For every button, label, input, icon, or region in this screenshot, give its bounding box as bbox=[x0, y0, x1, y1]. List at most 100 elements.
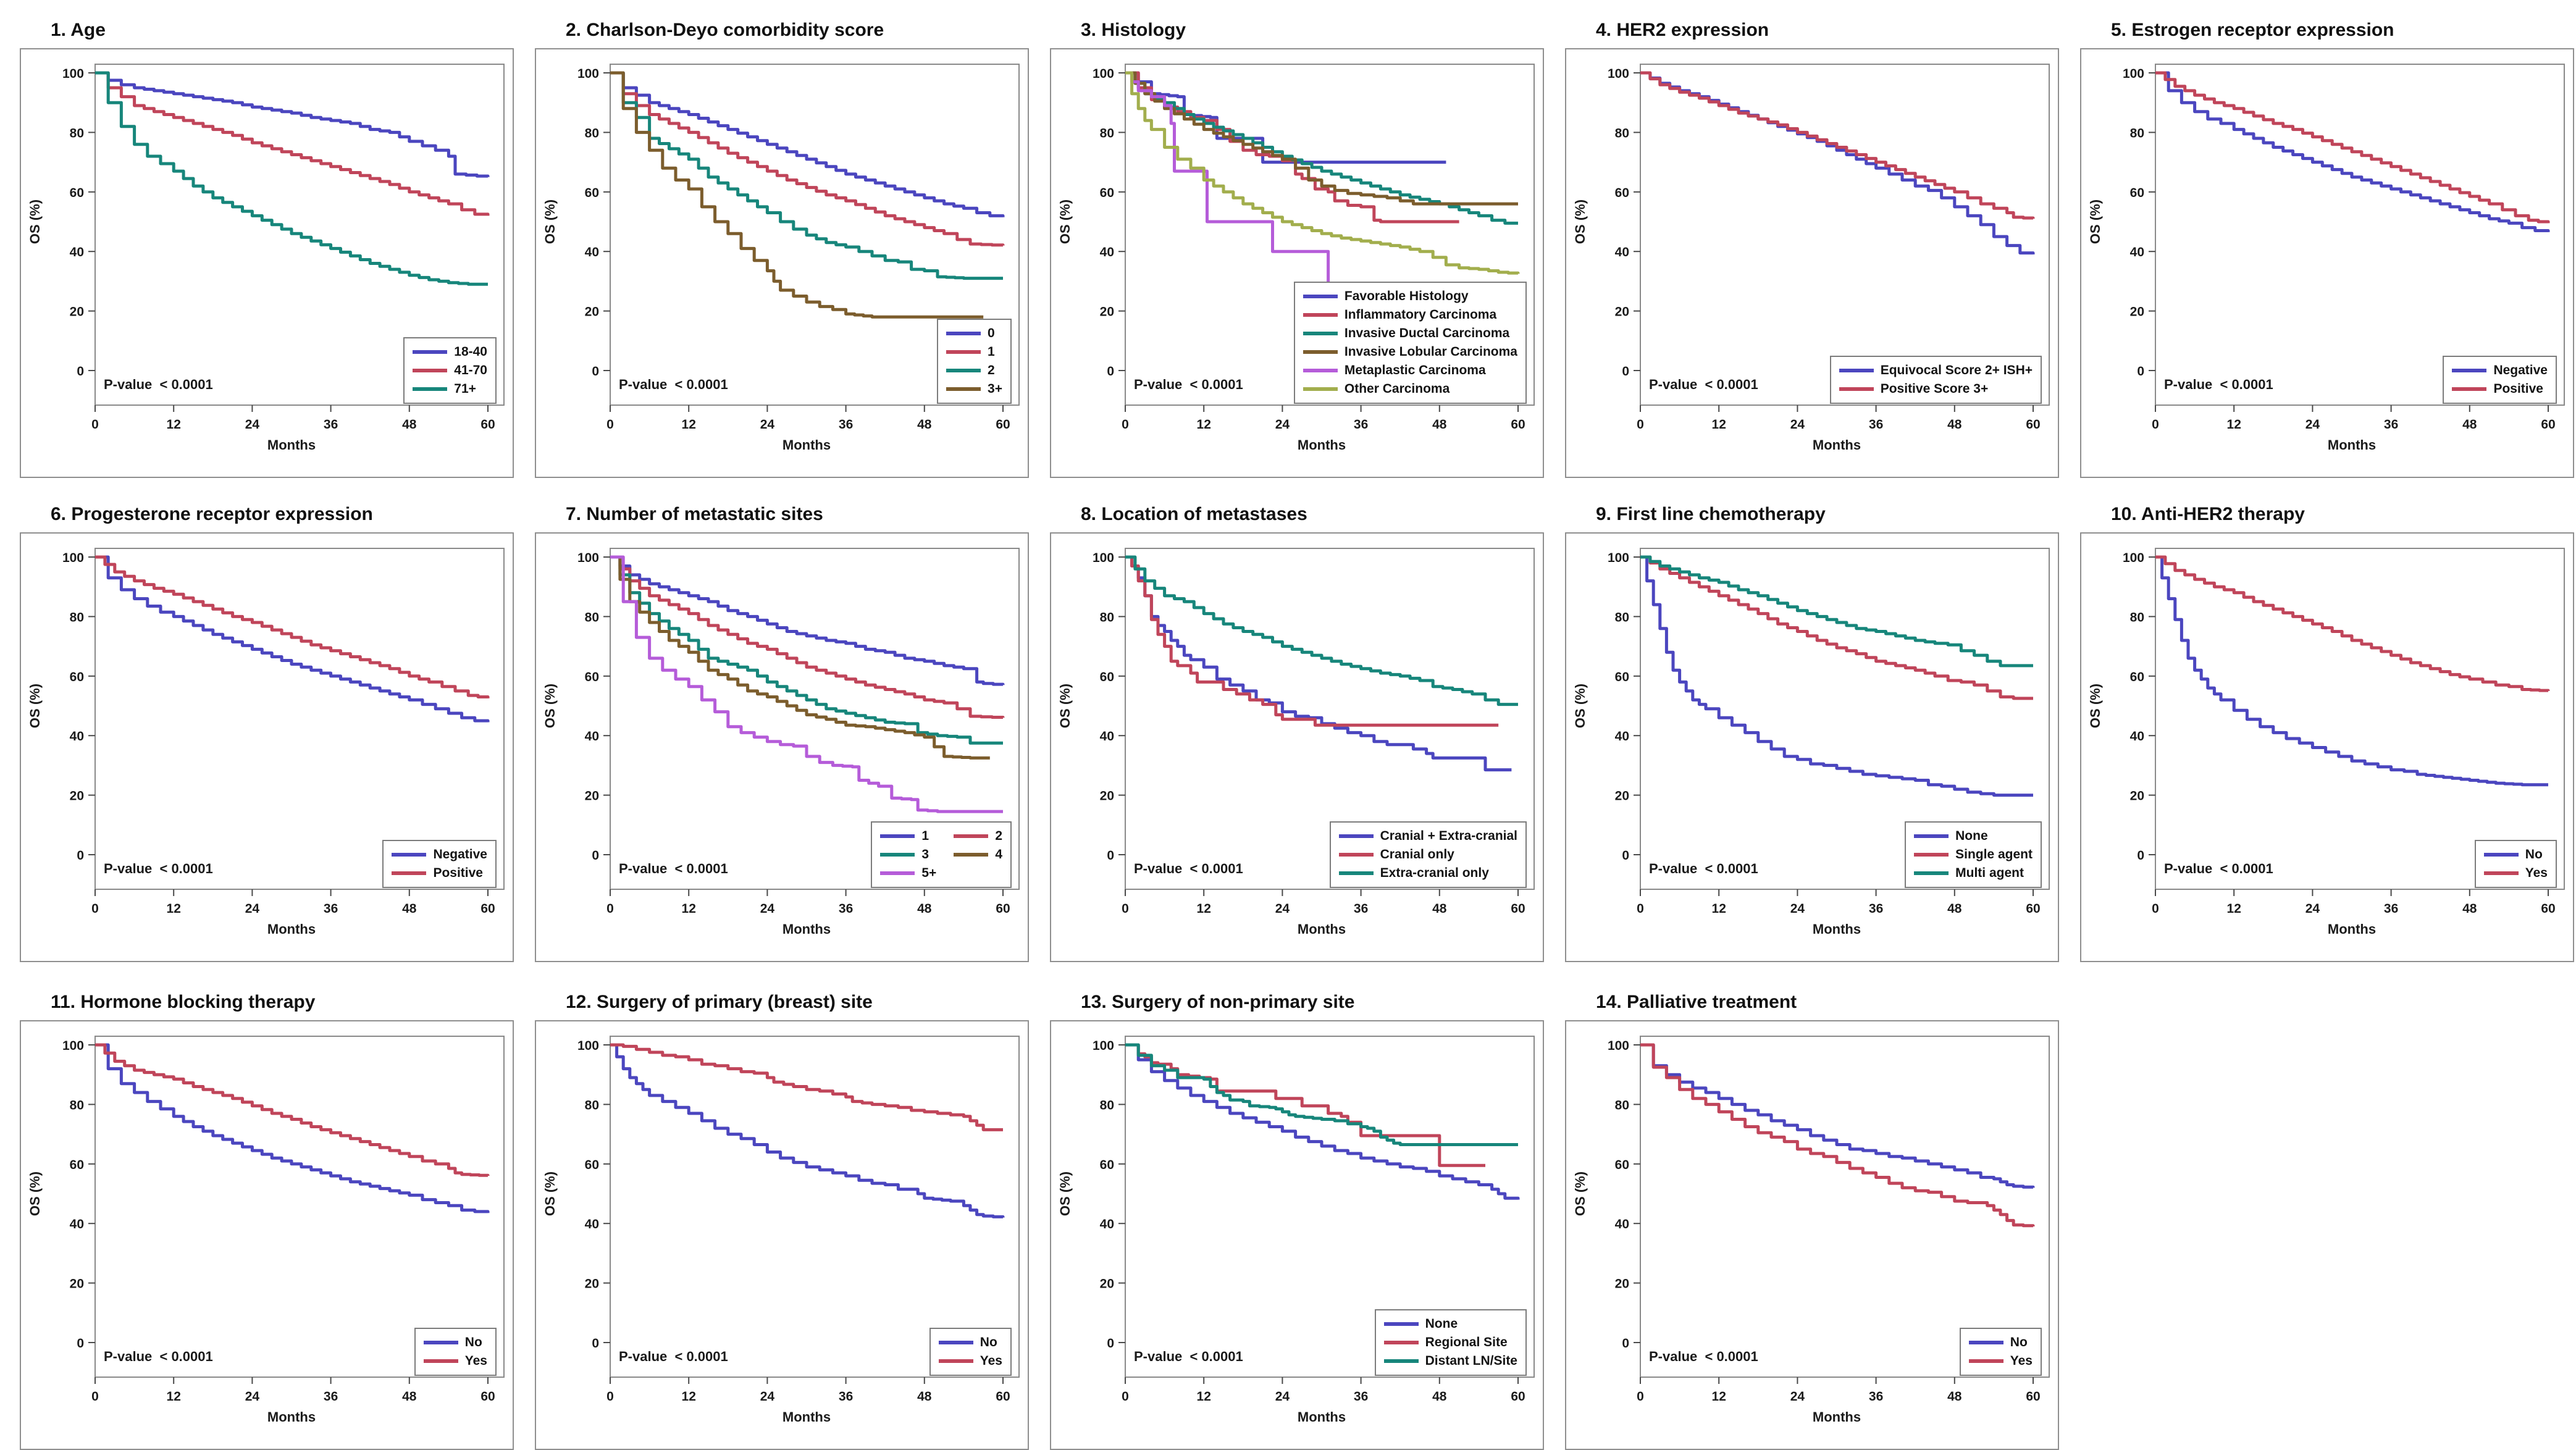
legend-item: Cranial only bbox=[1338, 847, 1517, 862]
km-curve bbox=[2155, 71, 2550, 224]
y-axis-label: OS (%) bbox=[1057, 199, 1073, 244]
y-tick-label: 20 bbox=[1615, 1277, 1629, 1291]
x-tick-label: 36 bbox=[1869, 1389, 1883, 1404]
pvalue-annotation: P-value < 0.0001 bbox=[619, 861, 728, 876]
y-tick-label: 0 bbox=[2137, 849, 2144, 863]
x-tick-label: 12 bbox=[1712, 417, 1726, 432]
x-tick-label: 60 bbox=[2026, 1389, 2040, 1404]
legend-line-swatch bbox=[880, 853, 915, 857]
panel-title: 13. Surgery of non-primary site bbox=[1081, 992, 1355, 1012]
km-curve bbox=[610, 555, 1005, 686]
y-tick-label: 0 bbox=[1622, 364, 1629, 379]
km-panel-9: 9. First line chemotherapy 0 12 24 36 48 60 0 20… bbox=[1565, 497, 2059, 962]
y-tick-label: 60 bbox=[70, 670, 84, 684]
legend-box: 18-40 41-70 71+ bbox=[403, 337, 497, 404]
legend-label: Distant LN/Site bbox=[1425, 1354, 1517, 1368]
x-tick-label: 36 bbox=[324, 1389, 338, 1404]
plot-box: 0 12 24 36 48 60 0 20 40 60 80 100 Months OS (%) P-val… bbox=[1565, 48, 2059, 478]
legend-label: Equivocal Score 2+ ISH+ bbox=[1880, 363, 2033, 377]
y-tick-label: 20 bbox=[1615, 789, 1629, 803]
y-tick-label: 60 bbox=[1100, 670, 1114, 684]
legend-item: Invasive Lobular Carcinoma bbox=[1303, 345, 1517, 359]
legend-item: 1 bbox=[880, 829, 936, 844]
y-tick-label: 40 bbox=[70, 245, 84, 259]
x-tick-label: 12 bbox=[167, 417, 181, 432]
legend-item: Extra-cranial only bbox=[1338, 866, 1517, 881]
y-tick-label: 20 bbox=[585, 305, 599, 319]
y-tick-label: 0 bbox=[1107, 364, 1114, 379]
y-tick-label: 100 bbox=[577, 67, 599, 81]
y-tick-label: 60 bbox=[1615, 186, 1629, 200]
panel-title: 4. HER2 expression bbox=[1596, 20, 1769, 40]
x-tick-label: 48 bbox=[402, 417, 417, 432]
x-tick-label: 24 bbox=[1275, 902, 1290, 916]
x-tick-label: 0 bbox=[91, 1389, 99, 1404]
legend-label: Yes bbox=[2525, 866, 2548, 880]
pvalue-annotation: P-value < 0.0001 bbox=[1649, 1349, 1758, 1364]
x-tick-label: 24 bbox=[1790, 417, 1805, 432]
legend-line-swatch bbox=[1914, 853, 1949, 857]
legend-label: 71+ bbox=[454, 382, 476, 396]
y-tick-label: 0 bbox=[77, 364, 84, 379]
x-tick-label: 0 bbox=[91, 902, 99, 916]
km-curve bbox=[610, 555, 990, 760]
x-tick-label: 24 bbox=[2305, 417, 2320, 432]
km-curve bbox=[1125, 555, 1499, 727]
pvalue-annotation: P-value < 0.0001 bbox=[1134, 377, 1243, 392]
y-tick-label: 100 bbox=[1093, 1039, 1114, 1053]
legend-label: Positive Score 3+ bbox=[1880, 382, 1989, 396]
y-tick-label: 100 bbox=[62, 551, 84, 565]
legend-item: 0 bbox=[946, 326, 1002, 341]
x-tick-label: 0 bbox=[606, 417, 614, 432]
y-tick-label: 80 bbox=[70, 126, 84, 140]
y-tick-label: 40 bbox=[585, 729, 599, 744]
plot-box: 0 12 24 36 48 60 0 20 40 60 80 100 Months OS (%) P-val… bbox=[535, 1020, 1029, 1450]
pvalue-annotation: P-value < 0.0001 bbox=[2164, 861, 2273, 876]
legend-item: Yes bbox=[1968, 1354, 2033, 1368]
pvalue-annotation: P-value < 0.0001 bbox=[2164, 377, 2273, 392]
km-curve bbox=[95, 555, 490, 723]
legend-line-swatch bbox=[1839, 369, 1874, 372]
km-curve bbox=[1640, 555, 2033, 700]
km-panel-12: 12. Surgery of primary (breast) site 0 12 2… bbox=[535, 984, 1029, 1450]
legend-line-swatch bbox=[2452, 387, 2487, 391]
km-panel-8: 8. Location of metastases 0 12 24 36 48 60 0 20 4… bbox=[1050, 497, 1544, 962]
panel-title: 8. Location of metastases bbox=[1081, 504, 1307, 524]
legend-line-swatch bbox=[946, 369, 981, 372]
legend-item: 3 bbox=[880, 847, 936, 862]
legend-item: Equivocal Score 2+ ISH+ bbox=[1839, 363, 2033, 378]
x-tick-label: 60 bbox=[2541, 417, 2555, 432]
legend-line-swatch bbox=[938, 1341, 973, 1344]
legend-label: No bbox=[2525, 847, 2543, 861]
km-curve bbox=[1640, 555, 2033, 797]
legend-line-swatch bbox=[423, 1359, 458, 1363]
plot-box: 0 12 24 36 48 60 0 20 40 60 80 100 Months OS (%) P-val… bbox=[20, 532, 514, 962]
legend-label: 1 bbox=[988, 345, 995, 359]
pvalue-annotation: P-value < 0.0001 bbox=[104, 861, 213, 876]
y-tick-label: 80 bbox=[2130, 126, 2144, 140]
y-tick-label: 100 bbox=[1608, 67, 1629, 81]
km-curve bbox=[1125, 555, 1518, 706]
km-curve bbox=[610, 555, 1003, 813]
legend-item: Positive bbox=[392, 866, 487, 881]
km-curve bbox=[1125, 555, 1512, 772]
x-tick-label: 48 bbox=[1432, 1389, 1447, 1404]
x-tick-label: 48 bbox=[1432, 902, 1447, 916]
legend-label: 2 bbox=[995, 829, 1002, 843]
y-tick-label: 80 bbox=[70, 1098, 84, 1112]
legend-line-swatch bbox=[413, 369, 448, 372]
y-tick-label: 0 bbox=[77, 1336, 84, 1351]
plot-box: 0 12 24 36 48 60 0 20 40 60 80 100 Months OS (%) P-val… bbox=[535, 532, 1029, 962]
legend-line-swatch bbox=[938, 1359, 973, 1363]
km-curve bbox=[95, 71, 488, 286]
panel-title: 7. Number of metastatic sites bbox=[566, 504, 823, 524]
x-tick-label: 60 bbox=[996, 417, 1010, 432]
legend-label: 2 bbox=[988, 363, 995, 377]
legend-item: No bbox=[423, 1335, 487, 1350]
y-tick-label: 20 bbox=[585, 1277, 599, 1291]
km-panel-7: 7. Number of metastatic sites 0 12 24 36 48 60… bbox=[535, 497, 1029, 962]
plot-box: 0 12 24 36 48 60 0 20 40 60 80 100 Months OS (%) P-val… bbox=[20, 1020, 514, 1450]
